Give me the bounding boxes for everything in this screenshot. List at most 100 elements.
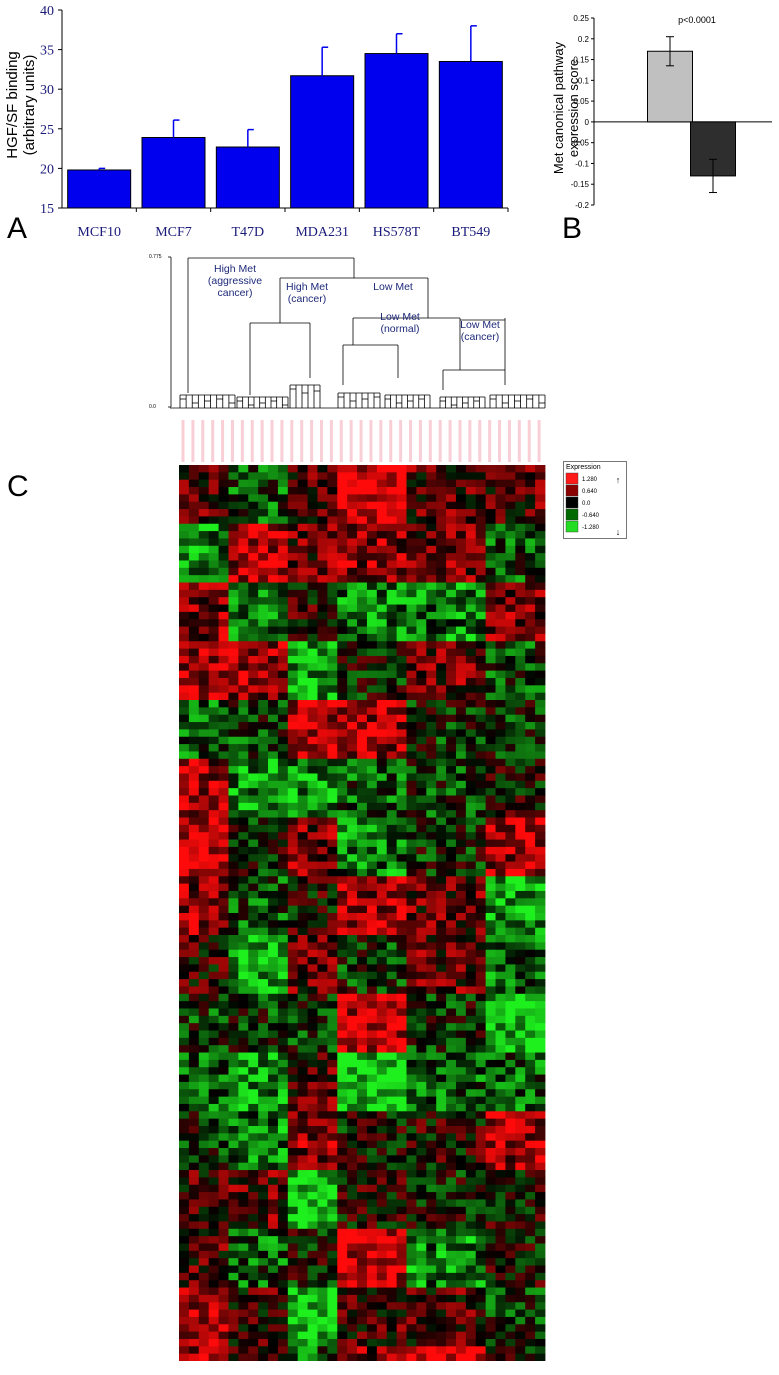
heatmap-cell <box>416 1030 427 1039</box>
heatmap-cell <box>436 1067 447 1075</box>
heatmap-cell <box>179 677 190 686</box>
sample-label-mark <box>280 420 284 462</box>
heatmap-cell <box>485 1089 496 1097</box>
heatmap-cell <box>327 1052 338 1061</box>
heatmap-cell <box>376 509 388 517</box>
heatmap-cell <box>188 1148 200 1156</box>
heatmap-cell <box>179 971 190 980</box>
heatmap-cell <box>495 1294 506 1303</box>
heatmap-cell <box>297 516 308 525</box>
heatmap-cell <box>436 773 447 782</box>
heatmap-cell <box>179 1236 190 1244</box>
heatmap-cell <box>357 971 368 980</box>
heatmap-cell <box>446 1001 457 1009</box>
heatmap-cell <box>327 1338 338 1347</box>
heatmap-cell <box>416 1111 427 1120</box>
heatmap-cell <box>327 883 338 892</box>
heatmap-cell <box>297 722 308 730</box>
heatmap-cell <box>307 589 318 598</box>
heatmap-cell <box>376 567 388 576</box>
heatmap-cell <box>337 986 348 995</box>
heatmap-cell <box>416 1118 427 1127</box>
heatmap-cell <box>238 1089 249 1097</box>
heatmap-cell <box>238 523 249 532</box>
heatmap-cell <box>268 905 279 914</box>
heatmap-cell <box>297 751 308 760</box>
heatmap-cell <box>416 788 427 796</box>
heatmap-cell <box>366 1162 378 1171</box>
heatmap-cell <box>376 1331 388 1340</box>
heatmap-cell <box>416 758 427 767</box>
heatmap-cell <box>297 824 308 833</box>
heatmap-cell <box>396 986 407 995</box>
heatmap-cell <box>475 1316 487 1325</box>
heatmap-cell <box>416 868 427 877</box>
heatmap-cell <box>465 1250 477 1259</box>
heatmap-cell <box>238 1023 249 1031</box>
heatmap-cell <box>396 1015 407 1024</box>
heatmap-cell <box>317 817 328 826</box>
heatmap-cell <box>228 1206 239 1215</box>
heatmap-cell <box>465 685 477 694</box>
heatmap-cell <box>188 898 200 907</box>
cluster-label-line: Low Met <box>380 311 420 323</box>
heatmap-cell <box>277 1177 289 1186</box>
heatmap-cell <box>198 1140 210 1149</box>
heatmap-cell <box>455 472 467 481</box>
heatmap-cell <box>485 692 496 701</box>
heatmap-cell <box>307 913 318 921</box>
heatmap-cell <box>357 597 368 605</box>
heatmap-cell <box>327 1287 338 1296</box>
heatmap-cell <box>436 465 447 473</box>
heatmap-cell <box>248 1096 259 1105</box>
heatmap-cell <box>228 854 239 862</box>
heatmap-cell <box>446 935 457 943</box>
heatmap-cell <box>218 935 229 943</box>
heatmap-cell <box>436 677 447 686</box>
heatmap-cell <box>268 545 279 554</box>
heatmap-cell <box>535 509 546 517</box>
heatmap-cell <box>535 832 546 840</box>
heatmap-cell <box>505 1118 516 1127</box>
heatmap-cell <box>465 538 477 547</box>
heatmap-cell <box>258 1155 269 1164</box>
heatmap-cell <box>485 567 496 576</box>
heatmap-cell <box>218 1177 229 1186</box>
heatmap-cell <box>495 1037 506 1046</box>
heatmap-cell <box>297 1192 308 1200</box>
heatmap-cell <box>426 751 437 760</box>
heatmap-cell <box>446 957 457 965</box>
heatmap-cell <box>475 1250 487 1259</box>
heatmap-cell <box>366 655 378 664</box>
heatmap-cell <box>495 890 506 899</box>
heatmap-cell <box>455 1206 467 1215</box>
heatmap-cell <box>277 1324 289 1333</box>
heatmap-cell <box>465 1309 477 1318</box>
heatmap-cell <box>327 604 338 613</box>
heatmap-cell <box>238 935 249 943</box>
heatmap-cell <box>515 1140 526 1149</box>
heatmap-cell <box>436 545 447 554</box>
heatmap-cell <box>406 1265 417 1274</box>
heatmap-cell <box>208 795 219 804</box>
heatmap-cell <box>317 935 328 943</box>
heatmap-cell <box>446 920 457 929</box>
heatmap-cell <box>188 531 200 539</box>
heatmap-cell <box>446 979 457 987</box>
heatmap-cell <box>525 633 536 642</box>
heatmap-cell <box>228 1133 239 1142</box>
heatmap-cell <box>416 1236 427 1244</box>
chart-b-bars <box>647 36 736 194</box>
heatmap-cell <box>238 1199 249 1208</box>
heatmap-cell <box>238 913 249 921</box>
heatmap-cell <box>485 1118 496 1127</box>
heatmap-cell <box>238 1045 249 1053</box>
heatmap-cell <box>198 890 210 899</box>
heatmap-cell <box>426 575 437 583</box>
heatmap-cell <box>198 927 210 936</box>
heatmap-cell <box>515 1250 526 1259</box>
heatmap-cell <box>495 817 506 826</box>
heatmap-cell <box>535 619 546 627</box>
heatmap-cell <box>327 1133 338 1142</box>
heatmap-cell <box>376 670 388 679</box>
